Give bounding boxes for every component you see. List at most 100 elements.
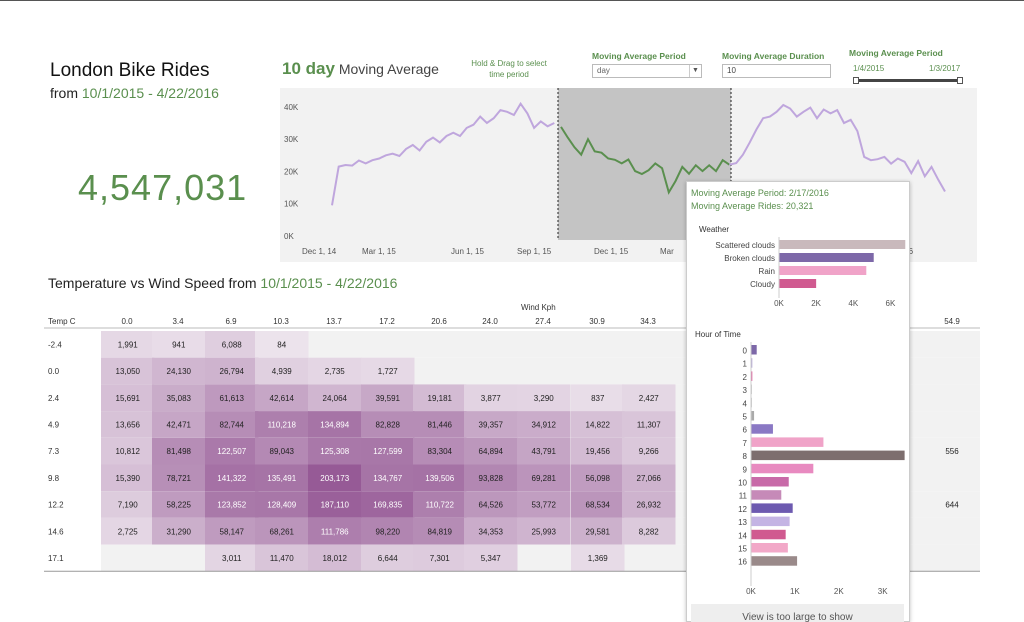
bar [751, 463, 814, 474]
x-tick-label: Sep 1, 15 [517, 247, 552, 256]
bar-category-label: Rain [759, 267, 775, 276]
column-header: 3.4 [172, 317, 184, 326]
heatmap-cell [255, 491, 309, 518]
bar [751, 450, 905, 461]
heatmap-cell [152, 384, 206, 412]
heatmap-cell [622, 411, 676, 438]
heatmap-cell-value: 14,822 [586, 420, 611, 429]
heatmap-cell [464, 464, 518, 492]
bar-tick-label: 4K [848, 299, 858, 308]
heatmap-cell [361, 464, 415, 492]
range-slider-track[interactable] [855, 79, 961, 82]
heatmap-cell-value: 42,614 [270, 394, 295, 403]
total-rides-kpi: 4,547,031 [78, 167, 248, 208]
heatmap-cell [205, 357, 259, 385]
heatmap-cell-value: 1,991 [118, 340, 139, 349]
heatmap-cell [101, 384, 155, 412]
row-header: 12.2 [48, 501, 64, 510]
moving-average-chart[interactable]: 0K 10K 20K 30K 40K Dec 1, 14 Mar 1, 15 Jun 1, 1… [280, 88, 977, 262]
heatmap-cell [571, 437, 625, 465]
heatmap-cell-value: 82,744 [220, 420, 245, 429]
heatmap-cell [255, 464, 309, 492]
bar-category-label: 8 [743, 452, 748, 461]
bar-category-label: 4 [743, 399, 748, 408]
heatmap-cell-value: 93,828 [479, 474, 504, 483]
bar-category-label: 9 [743, 465, 748, 474]
heatmap-cell [361, 357, 415, 385]
heatmap-cell [255, 411, 309, 438]
heatmap-cell-value: 134,894 [320, 420, 349, 429]
heatmap-cell [152, 517, 206, 545]
heatmap-cell [205, 437, 259, 465]
dashboard-subtitle: from 10/1/2015 - 4/22/2016 [50, 85, 219, 101]
heatmap-cell-value: 19,181 [428, 394, 453, 403]
heatmap-cell [571, 384, 625, 412]
heatmap-cell [622, 491, 676, 518]
heatmap-cell [255, 544, 309, 572]
heatmap-cell-value: 941 [172, 340, 186, 349]
heatmap-cell [517, 464, 571, 492]
range-slider-min-handle[interactable] [853, 77, 859, 84]
column-header: 34.3 [640, 317, 656, 326]
heatmap-cell [101, 411, 155, 438]
heatmap-cell-value: 64,894 [479, 447, 504, 456]
series-line-before [331, 101, 555, 206]
heatmap-cell [308, 544, 362, 572]
tooltip-rides: Moving Average Rides: 20,321 [691, 201, 814, 211]
bar-category-label: 6 [743, 426, 748, 435]
bar-category-label: 12 [738, 505, 747, 514]
heatmap-cell-value: 84,819 [428, 527, 453, 536]
bar [779, 240, 906, 249]
column-header: 13.7 [326, 317, 342, 326]
heatmap-cell [464, 491, 518, 518]
heatmap-cell [622, 464, 676, 492]
heatmap-cell-value: 69,281 [532, 474, 557, 483]
heatmap-cell-value: 89,043 [270, 447, 295, 456]
heatmap-cell-value: 127,599 [373, 447, 402, 456]
heatmap-cell [571, 411, 625, 438]
column-header: 20.6 [431, 317, 447, 326]
heatmap-cell [622, 384, 676, 412]
heatmap-cell-value: 61,613 [220, 394, 245, 403]
bar-chart-title: Weather [699, 225, 729, 234]
heatmap-cell-value: 98,220 [376, 527, 401, 536]
bar-tick-label: 0K [746, 587, 756, 596]
heatmap-cell [308, 517, 362, 545]
heatmap-cell-value: 56,098 [586, 474, 611, 483]
heatmap-cell-value: 24,064 [323, 394, 348, 403]
heatmap-cell [413, 384, 467, 412]
heatmap-cell [571, 491, 625, 518]
bar-chart-title: Hour of Time [695, 330, 741, 339]
heatmap-cell [464, 384, 518, 412]
heatmap-cell [464, 517, 518, 545]
heatmap-cell-value: 15,691 [116, 394, 141, 403]
bar-category-label: 7 [743, 439, 748, 448]
bar-category-label: Scattered clouds [715, 241, 775, 250]
heatmap-cell [413, 517, 467, 545]
heatmap-title-range: 10/1/2015 - 4/22/2016 [260, 275, 398, 291]
top-divider [0, 0, 1024, 1]
heatmap-cell-value: 19,456 [586, 447, 611, 456]
heatmap-cell-value: 187,110 [321, 501, 350, 510]
bar [751, 358, 753, 368]
period-dropdown[interactable]: day ▼ [592, 64, 702, 78]
bar-category-label: 13 [738, 518, 747, 527]
duration-input[interactable]: 10 [722, 64, 831, 78]
heatmap-cell-value: 9,266 [639, 447, 660, 456]
bar [751, 477, 789, 487]
heatmap-cell [464, 437, 518, 465]
chevron-down-icon[interactable]: ▼ [689, 65, 701, 77]
bar-category-label: 2 [743, 373, 748, 382]
bar-category-label: 11 [739, 492, 748, 501]
subtitle-prefix: from [50, 85, 82, 101]
heatmap-cell [255, 357, 309, 385]
range-min-label: 1/4/2015 [853, 64, 885, 73]
range-slider-max-handle[interactable] [957, 77, 963, 84]
row-header: 4.9 [48, 420, 60, 429]
heatmap-cell [571, 544, 625, 572]
heatmap-cell [517, 517, 571, 545]
column-header: 17.2 [379, 317, 395, 326]
heatmap-cell [517, 411, 571, 438]
bar-category-label: 0 [743, 347, 748, 356]
heatmap-cell-value: 39,591 [376, 394, 401, 403]
